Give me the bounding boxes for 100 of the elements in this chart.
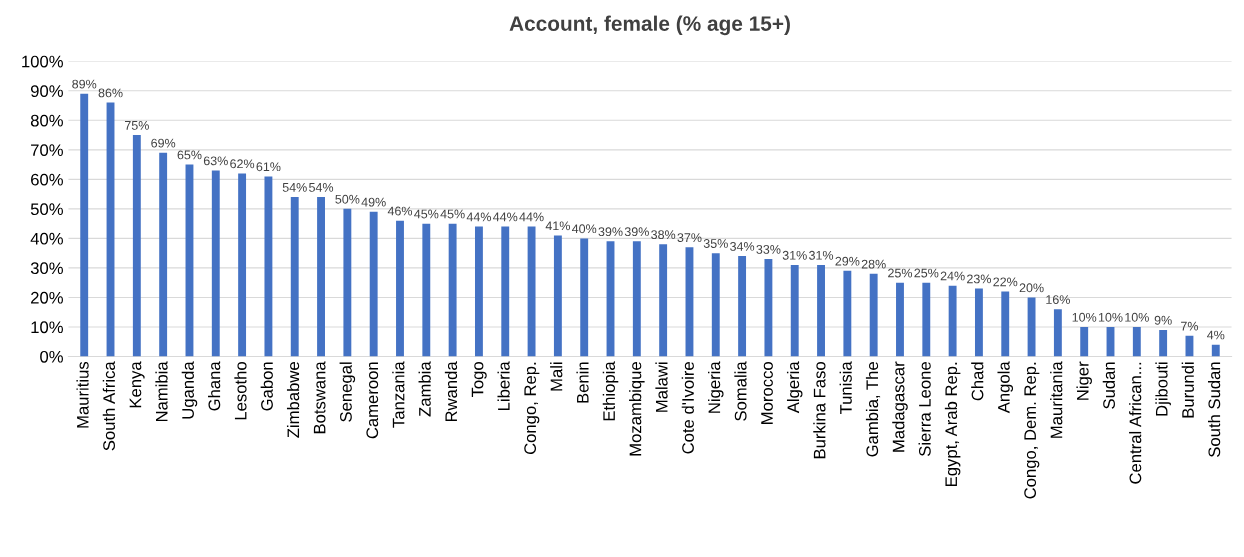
bar [396,220,404,357]
bar [817,264,825,357]
data-label: 75% [124,121,149,130]
x-tick-label: Cote d'Ivoire [681,362,694,454]
data-label: 44% [519,212,544,222]
x-tick-label: Tunisia [839,361,852,415]
bar [738,256,747,357]
y-tick-label: 40% [30,232,63,245]
data-label: 45% [440,209,465,219]
bar [553,235,562,357]
x-tick-label: Congo, Rep. [524,362,540,455]
x-tick-label: Kenya [129,361,145,408]
x-tick-label: Chad [971,362,984,401]
bar [474,226,483,357]
bar [448,223,457,357]
data-label: 31% [782,250,807,260]
x-tick-label: Nigeria [708,361,724,413]
data-label: 34% [730,242,755,251]
data-label: 22% [993,277,1018,287]
bar [580,238,589,357]
data-label: 25% [914,268,939,278]
x-tick-label: Central African... [1129,362,1142,484]
bar [1001,291,1010,357]
data-label: 4% [1207,330,1225,340]
data-label: 10% [1072,312,1097,322]
bar [711,253,720,357]
x-tick-label: Burundi [1181,362,1194,418]
bar [422,223,431,357]
bar [974,288,983,357]
x-tick-label: Mozambique [629,362,645,456]
bar [211,170,220,357]
x-tick-label: Egypt, Arab Rep. [944,362,961,486]
data-label: 20% [1019,283,1044,293]
x-tick-label: Djibouti [1155,362,1171,416]
data-label: 44% [466,212,491,222]
data-label: 23% [967,274,991,284]
data-label: 16% [1046,295,1070,304]
data-label: 37% [677,233,702,242]
data-label: 39% [624,227,649,237]
bar [948,285,957,357]
bar [1132,326,1141,357]
data-label: 63% [203,156,228,166]
bar [1211,344,1220,357]
bar [132,135,141,357]
x-tick-label: South Africa [102,361,115,451]
bar [501,226,510,357]
bar [843,270,852,357]
y-tick-label: 80% [30,114,63,127]
data-label: 39% [598,227,623,237]
x-tick-label: Gambia, The [865,362,881,457]
x-tick-label: Ethiopia [602,361,619,421]
data-label: 35% [703,239,728,248]
x-tick-label: Tanzania [392,361,405,428]
data-label: 40% [571,224,597,234]
bar [527,226,536,357]
x-tick-label: Somalia [734,361,747,421]
x-tick-label: Gabon [260,362,273,411]
data-label: 41% [545,221,570,231]
bar [290,197,299,357]
data-label: 50% [335,194,360,204]
data-label: 28% [861,259,886,269]
bar [369,211,378,357]
x-tick-label: Cameroon [366,362,379,439]
bar [1053,309,1062,357]
data-label: 29% [835,256,860,266]
bar [343,208,352,357]
x-tick-label: Sudan [1102,362,1115,409]
data-label: 10% [1098,312,1123,322]
y-tick-label: 70% [31,144,63,157]
data-label: 54% [309,183,334,192]
bar [238,173,247,357]
data-label: 62% [230,159,255,169]
x-tick-label: Morocco [761,362,773,424]
x-tick-label: Lesotho [234,362,247,420]
data-label: 10% [1125,312,1149,322]
data-label: 61% [256,162,281,172]
x-tick-label: South Sudan [1208,362,1221,457]
x-tick-label: Malawi [655,362,668,412]
bar [317,197,325,357]
data-label: 9% [1154,315,1172,325]
y-tick-label: 0% [40,350,63,363]
bar [790,264,799,357]
bar [264,176,273,357]
y-tick-label: 100% [22,55,63,68]
data-label: 25% [888,268,913,278]
y-tick-label: 90% [30,85,63,97]
data-label: 65% [177,150,202,160]
bar [764,259,773,357]
x-tick-label: Rwanda [444,361,458,422]
y-tick-label: 50% [30,203,63,216]
x-tick-label: Uganda [181,361,198,419]
bar [869,273,878,357]
x-tick-label: Congo, Dem. Rep. [1024,362,1040,499]
data-label: 45% [414,209,439,219]
x-tick-label: Algeria [786,361,803,414]
x-tick-label: Mauritius [76,361,89,428]
x-tick-label: Senegal [339,362,356,422]
bar [80,93,89,357]
x-tick-label: Mali [550,362,563,391]
x-tick-label: Angola [997,361,1014,414]
